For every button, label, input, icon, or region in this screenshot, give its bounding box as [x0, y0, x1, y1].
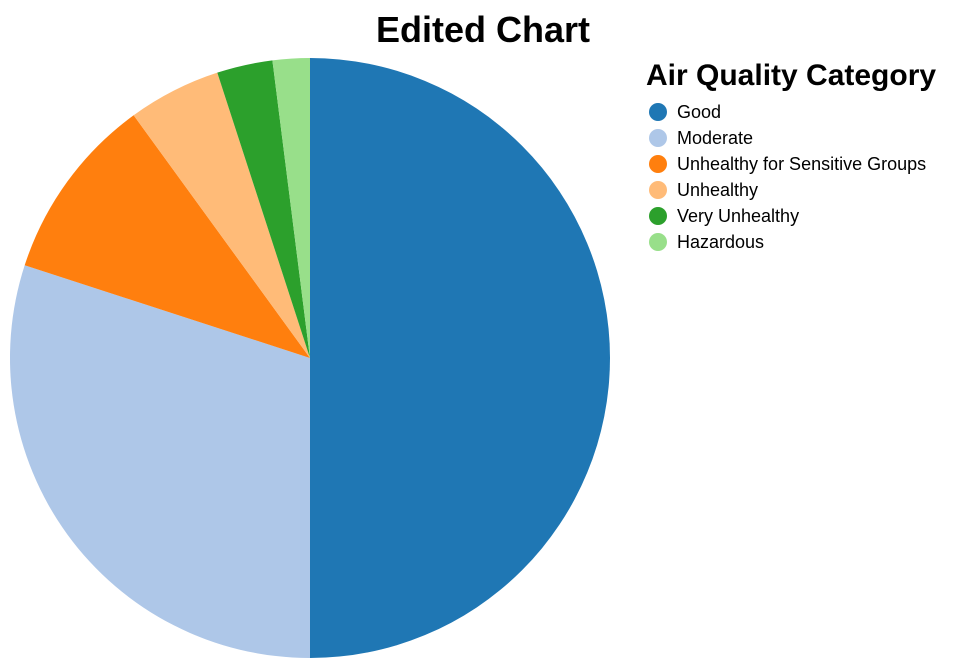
legend-swatch [649, 129, 667, 147]
legend-label: Unhealthy for Sensitive Groups [677, 154, 926, 174]
pie-slice-moderate [9, 265, 311, 658]
legend-label: Unhealthy [677, 180, 758, 200]
legend-label: Moderate [677, 128, 753, 148]
legend-label: Very Unhealthy [677, 206, 799, 226]
pie-slice-very-unhealthy [217, 60, 310, 359]
legend-item: Good [649, 102, 721, 122]
legend-item: Unhealthy for Sensitive Groups [649, 154, 926, 174]
legend-swatch [649, 103, 667, 121]
legend-items: Good Moderate Unhealthy for Sensitive Grou… [649, 102, 926, 252]
legend: Air Quality Category Good Moderate Unhealt… [646, 59, 936, 252]
legend-item: Moderate [649, 128, 753, 148]
legend-item: Hazardous [649, 232, 764, 252]
pie-slices [9, 58, 610, 658]
legend-swatch [649, 233, 667, 251]
legend-item: Unhealthy [649, 180, 758, 200]
legend-swatch [649, 181, 667, 199]
pie-slice-unhealthy-for-sensitive-groups [24, 115, 311, 358]
legend-label: Hazardous [677, 232, 764, 252]
chart-title: Edited Chart [376, 9, 590, 50]
legend-swatch [649, 155, 667, 173]
pie-slice-good [310, 58, 610, 658]
legend-swatch [649, 207, 667, 225]
pie-slice-unhealthy [133, 72, 310, 359]
legend-item: Very Unhealthy [649, 206, 799, 226]
pie-slice-hazardous [272, 58, 310, 358]
legend-title: Air Quality Category [646, 59, 936, 92]
legend-label: Good [677, 102, 721, 122]
